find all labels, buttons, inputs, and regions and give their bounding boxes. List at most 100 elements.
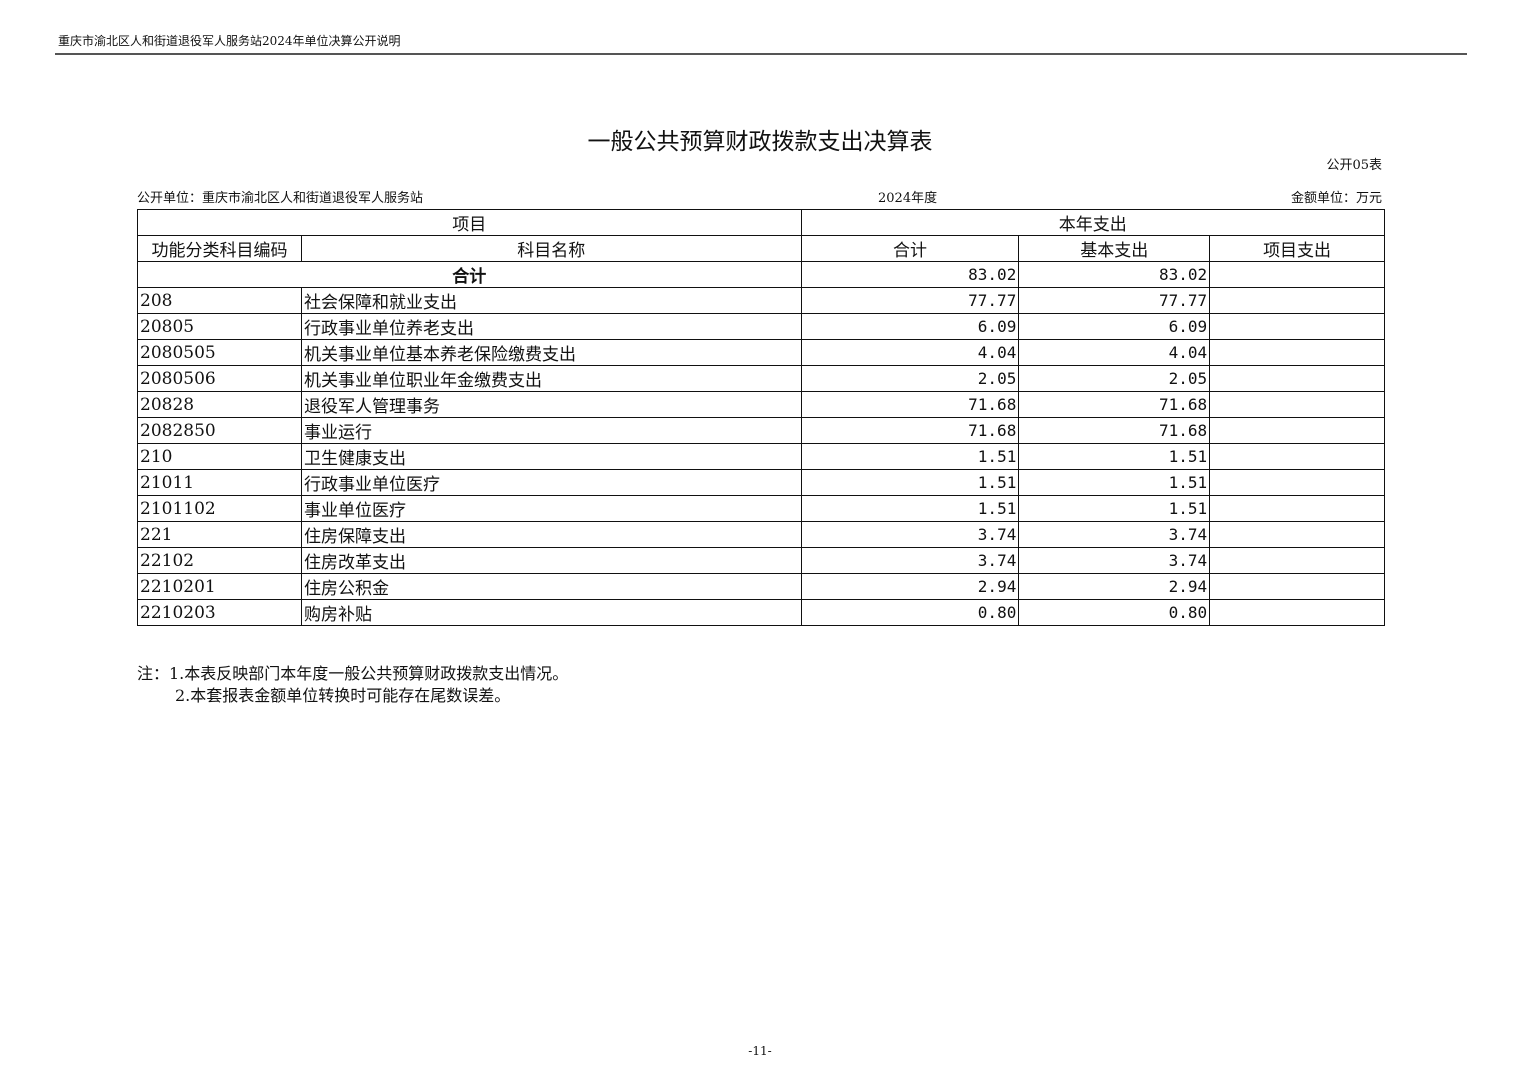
cell-code: 2080505 — [137, 339, 302, 366]
cell-total: 3.74 — [800, 547, 1020, 574]
table-row: 20805 行政事业单位养老支出 6.09 6.09 — [137, 313, 1385, 340]
cell-project — [1209, 547, 1385, 574]
cell-name: 机关事业单位职业年金缴费支出 — [300, 365, 802, 392]
cell-project — [1209, 313, 1385, 340]
cell-basic: 1.51 — [1018, 469, 1211, 496]
cell-code: 2082850 — [137, 417, 302, 444]
cell-basic: 71.68 — [1018, 391, 1211, 418]
total-total: 83.02 — [800, 261, 1020, 288]
cell-code: 22102 — [137, 547, 302, 574]
table-row: 22102 住房改革支出 3.74 3.74 — [137, 547, 1385, 574]
header-project: 项目支出 — [1209, 235, 1385, 262]
total-label: 合计 — [137, 261, 802, 288]
fiscal-year: 2024年度 — [878, 191, 938, 206]
cell-name: 行政事业单位医疗 — [300, 469, 802, 496]
cell-total: 71.68 — [800, 417, 1020, 444]
table-row: 2210201 住房公积金 2.94 2.94 — [137, 573, 1385, 600]
cell-total: 71.68 — [800, 391, 1020, 418]
table-row: 210 卫生健康支出 1.51 1.51 — [137, 443, 1385, 470]
cell-name: 退役军人管理事务 — [300, 391, 802, 418]
cell-code: 210 — [137, 443, 302, 470]
table-row: 2080505 机关事业单位基本养老保险缴费支出 4.04 4.04 — [137, 339, 1385, 366]
table-row: 2082850 事业运行 71.68 71.68 — [137, 417, 1385, 444]
cell-basic: 0.80 — [1018, 599, 1211, 626]
cell-total: 1.51 — [800, 495, 1020, 522]
table-row: 2101102 事业单位医疗 1.51 1.51 — [137, 495, 1385, 522]
cell-total: 2.94 — [800, 573, 1020, 600]
cell-basic: 77.77 — [1018, 287, 1211, 314]
table-row: 2080506 机关事业单位职业年金缴费支出 2.05 2.05 — [137, 365, 1385, 392]
cell-project — [1209, 495, 1385, 522]
total-basic: 83.02 — [1018, 261, 1211, 288]
cell-code: 208 — [137, 287, 302, 314]
cell-total: 1.51 — [800, 469, 1020, 496]
notes: 注：1.本表反映部门本年度一般公共预算财政拨款支出情况。 2.本套报表金额单位转… — [137, 663, 568, 707]
cell-total: 0.80 — [800, 599, 1020, 626]
cell-basic: 3.74 — [1018, 547, 1211, 574]
cell-project — [1209, 521, 1385, 548]
cell-basic: 6.09 — [1018, 313, 1211, 340]
total-row: 合计 83.02 83.02 — [137, 261, 1385, 288]
cell-project — [1209, 391, 1385, 418]
table-row: 208 社会保障和就业支出 77.77 77.77 — [137, 287, 1385, 314]
currency-unit: 金额单位：万元 — [1290, 191, 1382, 206]
note-2: 2.本套报表金额单位转换时可能存在尾数误差。 — [175, 686, 511, 705]
cell-code: 2101102 — [137, 495, 302, 522]
cell-basic: 2.94 — [1018, 573, 1211, 600]
header-basic: 基本支出 — [1018, 235, 1211, 262]
cell-basic: 2.05 — [1018, 365, 1211, 392]
cell-code: 2080506 — [137, 365, 302, 392]
cell-project — [1209, 599, 1385, 626]
cell-project — [1209, 365, 1385, 392]
table-row: 221 住房保障支出 3.74 3.74 — [137, 521, 1385, 548]
cell-name: 事业单位医疗 — [300, 495, 802, 522]
cell-name: 卫生健康支出 — [300, 443, 802, 470]
cell-name: 住房保障支出 — [300, 521, 802, 548]
cell-code: 20828 — [137, 391, 302, 418]
page-number: -11- — [748, 1044, 772, 1058]
cell-name: 行政事业单位养老支出 — [300, 313, 802, 340]
cell-code: 221 — [137, 521, 302, 548]
cell-code: 2210203 — [137, 599, 302, 626]
cell-name: 社会保障和就业支出 — [300, 287, 802, 314]
cell-total: 77.77 — [800, 287, 1020, 314]
cell-project — [1209, 469, 1385, 496]
cell-code: 20805 — [137, 313, 302, 340]
cell-basic: 4.04 — [1018, 339, 1211, 366]
cell-code: 2210201 — [137, 573, 302, 600]
header-row-1: 项目 本年支出 — [137, 209, 1386, 236]
cell-total: 1.51 — [800, 443, 1020, 470]
table-code: 公开05表 — [1326, 158, 1382, 173]
cell-name: 事业运行 — [300, 417, 802, 444]
cell-project — [1209, 573, 1385, 600]
cell-name: 购房补贴 — [300, 599, 802, 626]
header-item: 项目 — [137, 209, 802, 236]
cell-name: 机关事业单位基本养老保险缴费支出 — [300, 339, 802, 366]
cell-name: 住房公积金 — [300, 573, 802, 600]
header-divider — [55, 53, 1467, 55]
header-code: 功能分类科目编码 — [137, 235, 302, 262]
cell-basic: 1.51 — [1018, 443, 1211, 470]
cell-basic: 3.74 — [1018, 521, 1211, 548]
page-title: 一般公共预算财政拨款支出决算表 — [587, 129, 933, 155]
cell-name: 住房改革支出 — [300, 547, 802, 574]
table-row: 21011 行政事业单位医疗 1.51 1.51 — [137, 469, 1385, 496]
table-row: 20828 退役军人管理事务 71.68 71.68 — [137, 391, 1385, 418]
reporting-unit: 公开单位：重庆市渝北区人和街道退役军人服务站 — [137, 191, 424, 206]
header-row-2: 功能分类科目编码 科目名称 合计 基本支出 项目支出 — [137, 235, 1385, 262]
cell-code: 21011 — [137, 469, 302, 496]
expenditure-table: 项目 本年支出 功能分类科目编码 科目名称 合计 基本支出 项目支出 合计 83… — [137, 209, 1386, 626]
page-header: 重庆市渝北区人和街道退役军人服务站2024年单位决算公开说明 — [58, 34, 401, 48]
cell-basic: 71.68 — [1018, 417, 1211, 444]
cell-total: 3.74 — [800, 521, 1020, 548]
note-1: 注：1.本表反映部门本年度一般公共预算财政拨款支出情况。 — [137, 664, 569, 683]
cell-basic: 1.51 — [1018, 495, 1211, 522]
cell-project — [1209, 339, 1385, 366]
cell-project — [1209, 287, 1385, 314]
header-total: 合计 — [800, 235, 1020, 262]
cell-total: 4.04 — [800, 339, 1020, 366]
cell-total: 2.05 — [800, 365, 1020, 392]
cell-project — [1209, 417, 1385, 444]
header-name: 科目名称 — [300, 235, 802, 262]
cell-total: 6.09 — [800, 313, 1020, 340]
